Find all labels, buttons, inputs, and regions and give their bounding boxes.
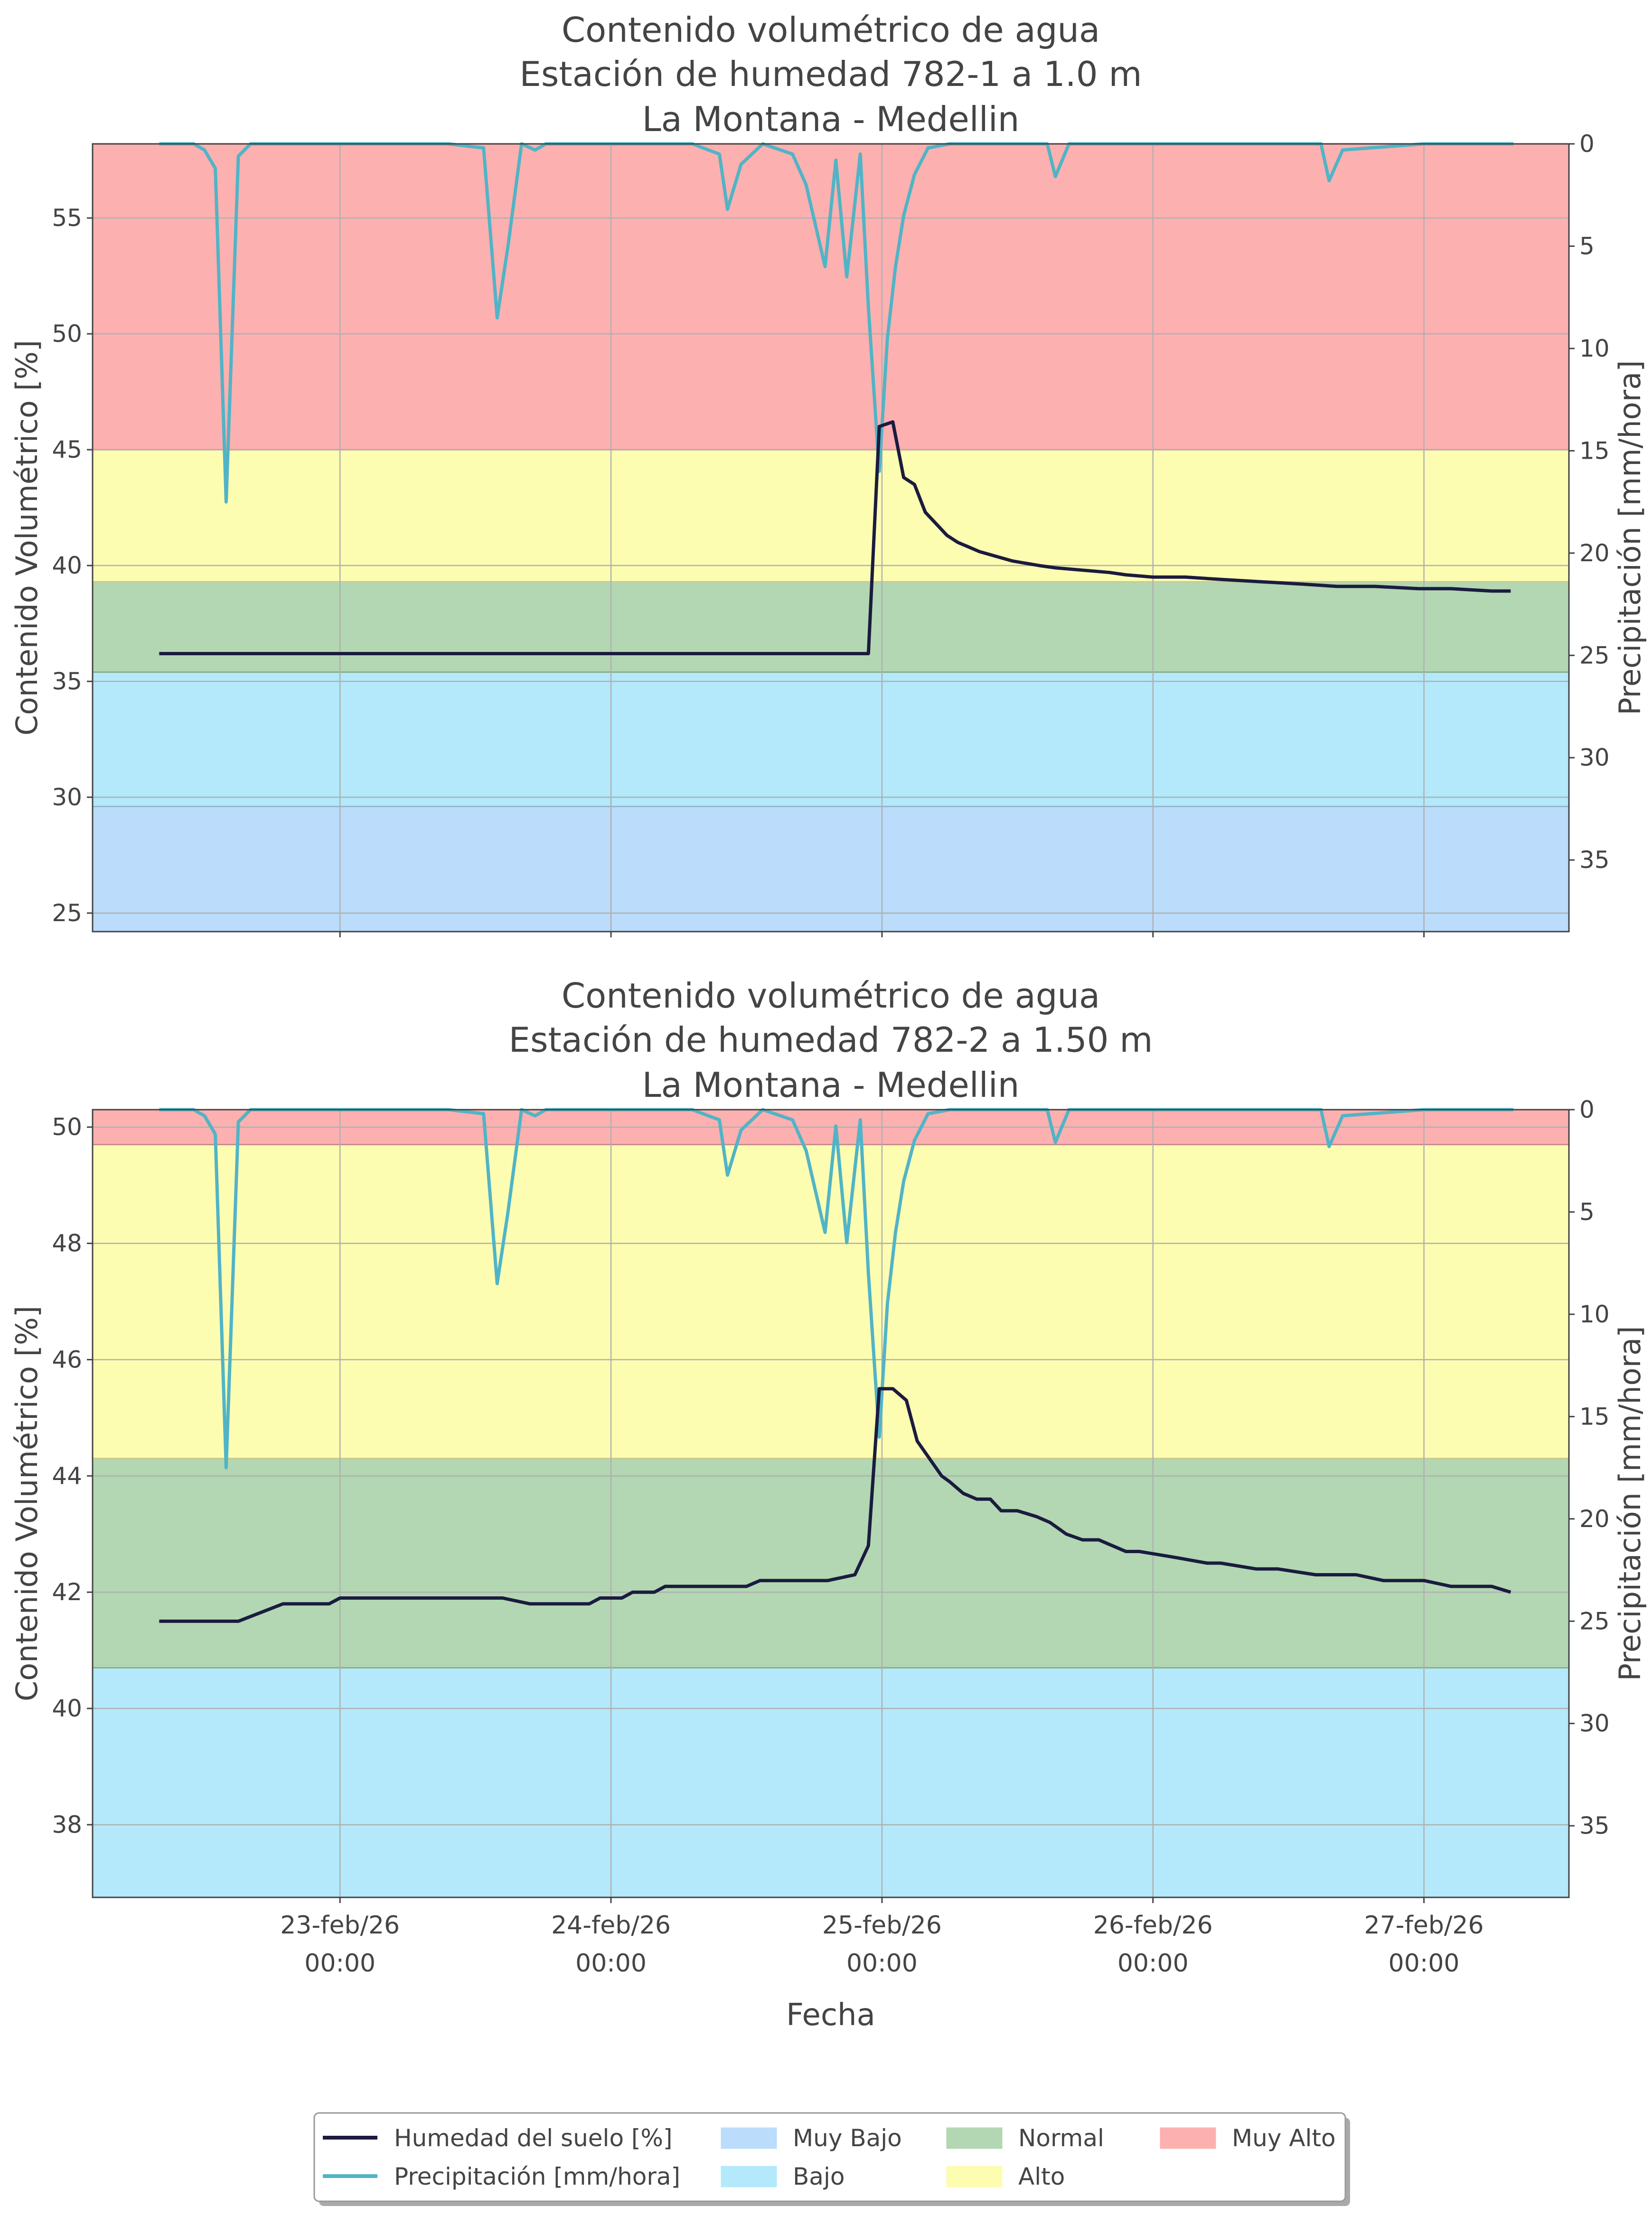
y2-tick-label: 20	[1579, 1505, 1610, 1533]
legend-patch-bajo	[721, 2166, 777, 2188]
legend-patch-muy_alto	[1160, 2127, 1216, 2149]
y2-tick-label: 15	[1579, 437, 1610, 464]
y-axis-label: Contenido Volumétrico [%]	[9, 1306, 44, 1701]
y-tick-label: 46	[52, 1346, 82, 1373]
panel-bottom: 38 40 42 44 46 48 50 0 5 10 15 20 25 30 35 Contenido vo…	[9, 976, 1647, 1903]
y-tick-label: 38	[52, 1811, 82, 1839]
plot-frame	[92, 143, 1570, 933]
y2-tick-label: 10	[1579, 1301, 1610, 1328]
y-tick-label: 45	[52, 436, 82, 463]
plot-frame	[92, 1109, 1570, 1898]
legend-box	[313, 2112, 1346, 2202]
x-tick-label-time: 00:00	[575, 1949, 647, 1978]
legend-label-normal: Normal	[1018, 2124, 1104, 2152]
y2-axis-label: Precipitación [mm/hora]	[1613, 360, 1647, 716]
y-tick-label: 40	[52, 1695, 82, 1722]
y2-tick-label: 0	[1579, 130, 1595, 158]
x-axis-label: Fecha	[786, 1998, 875, 2033]
band-bajo	[93, 1668, 1569, 1897]
y-tick-label: 44	[52, 1462, 82, 1490]
y2-tick-label: 20	[1579, 539, 1610, 567]
y-tick-label: 40	[52, 552, 82, 579]
y2-tick-label: 30	[1579, 1710, 1610, 1737]
y2-tick-label: 5	[1579, 232, 1595, 260]
y2-tick-label: 10	[1579, 335, 1610, 362]
legend-label-muy_bajo: Muy Bajo	[793, 2124, 902, 2152]
y-tick-label: 48	[52, 1230, 82, 1257]
humidity-series-line	[159, 420, 1511, 655]
legend-patch-alto	[946, 2166, 1003, 2188]
chart-title-line: Estación de humedad 782-1 a 1.0 m	[519, 54, 1142, 94]
y-tick-label: 25	[52, 899, 82, 927]
band-bajo	[93, 672, 1569, 807]
y2-tick-label: 15	[1579, 1403, 1610, 1430]
y2-tick-label: 25	[1579, 641, 1610, 669]
humidity-series-line	[159, 1387, 1511, 1623]
x-tick-label-date: 23-feb/26	[280, 1911, 400, 1940]
chart-title-line: La Montana - Medellin	[642, 99, 1020, 139]
y2-tick-label: 0	[1579, 1096, 1595, 1123]
chart-title-line: La Montana - Medellin	[642, 1065, 1020, 1105]
legend-patch-normal	[946, 2127, 1003, 2149]
y-tick-label: 42	[52, 1578, 82, 1606]
x-tick-label-time: 00:00	[846, 1949, 918, 1978]
band-normal	[93, 1458, 1569, 1668]
y-tick-label: 30	[52, 783, 82, 811]
legend-label-muy_alto: Muy Alto	[1232, 2124, 1336, 2152]
x-tick-label-date: 27-feb/26	[1364, 1911, 1484, 1940]
panel-top: 25 30 35 40 45 50 55 0 5 10 15 20 25 30 35 Contenido vo…	[9, 10, 1647, 937]
legend-patch-muy_bajo	[721, 2127, 777, 2149]
band-normal	[93, 582, 1569, 672]
chart-title-line: Estación de humedad 782-2 a 1.50 m	[509, 1020, 1153, 1060]
y-tick-label: 50	[52, 320, 82, 348]
band-alto	[93, 450, 1569, 582]
legend-label-humedad: Humedad del suelo [%]	[394, 2124, 672, 2152]
y-tick-label: 55	[52, 204, 82, 232]
x-tick-label-time: 00:00	[1117, 1949, 1189, 1978]
legend-label-precip: Precipitación [mm/hora]	[394, 2163, 680, 2190]
y-tick-label: 50	[52, 1113, 82, 1141]
x-tick-label-date: 24-feb/26	[551, 1911, 671, 1940]
y2-tick-label: 35	[1579, 1812, 1610, 1839]
band-muy_bajo	[93, 806, 1569, 932]
band-alto	[93, 1144, 1569, 1459]
y2-tick-label: 35	[1579, 846, 1610, 874]
x-tick-label-time: 00:00	[1389, 1949, 1460, 1978]
legend-label-bajo: Bajo	[793, 2163, 845, 2190]
y2-tick-label: 5	[1579, 1198, 1595, 1226]
y-axis-label: Contenido Volumétrico [%]	[9, 340, 44, 736]
y2-tick-label: 30	[1579, 744, 1610, 772]
x-tick-label-date: 26-feb/26	[1093, 1911, 1213, 1940]
y2-tick-label: 25	[1579, 1607, 1610, 1635]
x-tick-label-time: 00:00	[304, 1949, 375, 1978]
chart-title-line: Contenido volumétrico de agua	[562, 10, 1100, 50]
x-tick-label-date: 25-feb/26	[822, 1911, 942, 1940]
x-axis: 23-feb/26 00:00 24-feb/26 00:00 25-feb/26 00:…	[280, 1911, 1483, 2033]
band-muy_alto	[93, 144, 1569, 450]
chart-title-line: Contenido volumétrico de agua	[562, 976, 1100, 1016]
legend-label-alto: Alto	[1018, 2163, 1065, 2190]
y-tick-label: 35	[52, 668, 82, 695]
legend: Humedad del suelo [%] Precipitación [mm/h…	[313, 2112, 1350, 2206]
y2-axis-label: Precipitación [mm/hora]	[1613, 1326, 1647, 1681]
